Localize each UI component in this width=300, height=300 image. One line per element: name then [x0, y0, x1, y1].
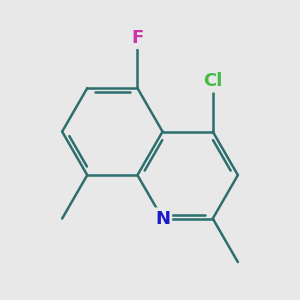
Text: N: N	[155, 210, 170, 228]
Text: Cl: Cl	[203, 72, 223, 90]
Text: F: F	[131, 29, 144, 47]
